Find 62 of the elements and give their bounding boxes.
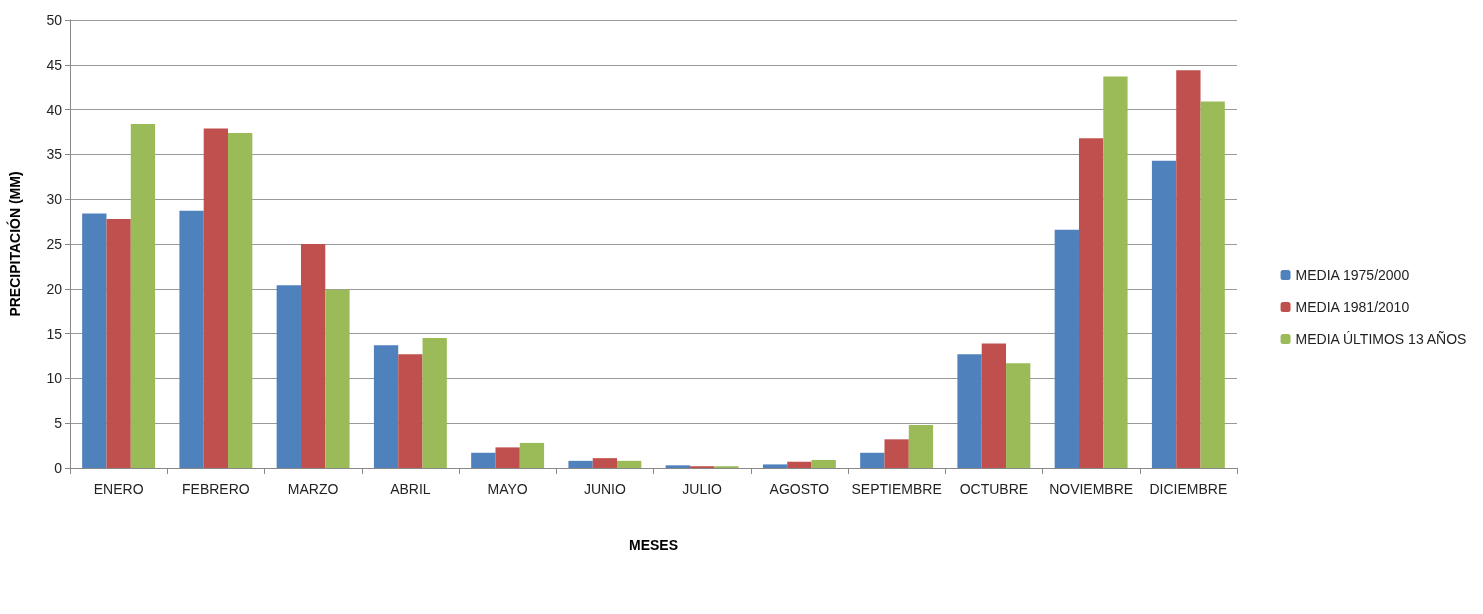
bar [981,343,1007,468]
bar [228,132,253,468]
bar [325,289,350,468]
bar [1176,70,1201,468]
y-tick-label: 30 [46,191,63,208]
x-tick-label: MARZO [287,481,339,497]
bar [1006,363,1031,468]
bar [82,213,107,468]
bar [1103,76,1128,468]
y-tick-label: 10 [46,370,63,387]
legend-label: MEDIA 1981/2010 [1295,299,1410,315]
bar [665,465,690,468]
x-tick-label: ABRIL [390,481,431,497]
bar [373,345,399,468]
y-tick-label: 45 [46,56,63,73]
bar [495,447,520,468]
x-tick-label: FEBRERO [182,481,250,497]
legend-label: MEDIA 1975/2000 [1295,267,1410,283]
bar [1054,229,1079,468]
y-tick-label: 0 [54,460,63,476]
bar [422,338,447,468]
bar [787,461,812,468]
bar [471,452,496,468]
bar [203,128,229,468]
bar [617,460,642,468]
bar [519,442,545,468]
bar [398,354,423,468]
bar [300,244,326,468]
x-tick-label: AGOSTO [769,481,830,497]
x-tick-label: MAYO [487,481,528,497]
bar [908,424,934,468]
y-tick-label: 40 [46,101,63,118]
y-axis-title: PRECIPITACIÓN (MM) [6,171,23,317]
y-tick-label: 5 [54,415,63,432]
bar [762,464,788,468]
bar [130,123,156,468]
bar [957,354,982,468]
x-tick-label: SEPTIEMBRE [851,481,942,497]
bar [811,459,836,468]
legend-label: MEDIA ÚLTIMOS 13 AÑOS [1295,331,1467,347]
bar [860,452,885,468]
x-tick-label: NOVIEMBRE [1049,481,1134,497]
bar [1200,101,1225,468]
bar [568,460,593,468]
x-axis-title: MESES [628,537,679,553]
x-tick-label: JULIO [682,481,723,497]
bar [106,218,131,468]
bar [1078,138,1104,468]
y-tick-label: 15 [46,325,63,342]
x-tick-label: JUNIO [583,481,626,497]
y-tick-label: 25 [46,236,63,252]
bar [276,285,301,468]
x-tick-label: OCTUBRE [959,481,1029,497]
bar [179,210,204,468]
bar [1151,160,1177,468]
y-tick-label: 35 [46,146,63,163]
bar [592,458,618,468]
x-tick-label: DICIEMBRE [1149,481,1228,497]
bar [884,439,909,468]
y-tick-label: 20 [46,280,63,297]
y-tick-label: 50 [46,12,63,28]
x-tick-label: ENERO [93,481,144,497]
